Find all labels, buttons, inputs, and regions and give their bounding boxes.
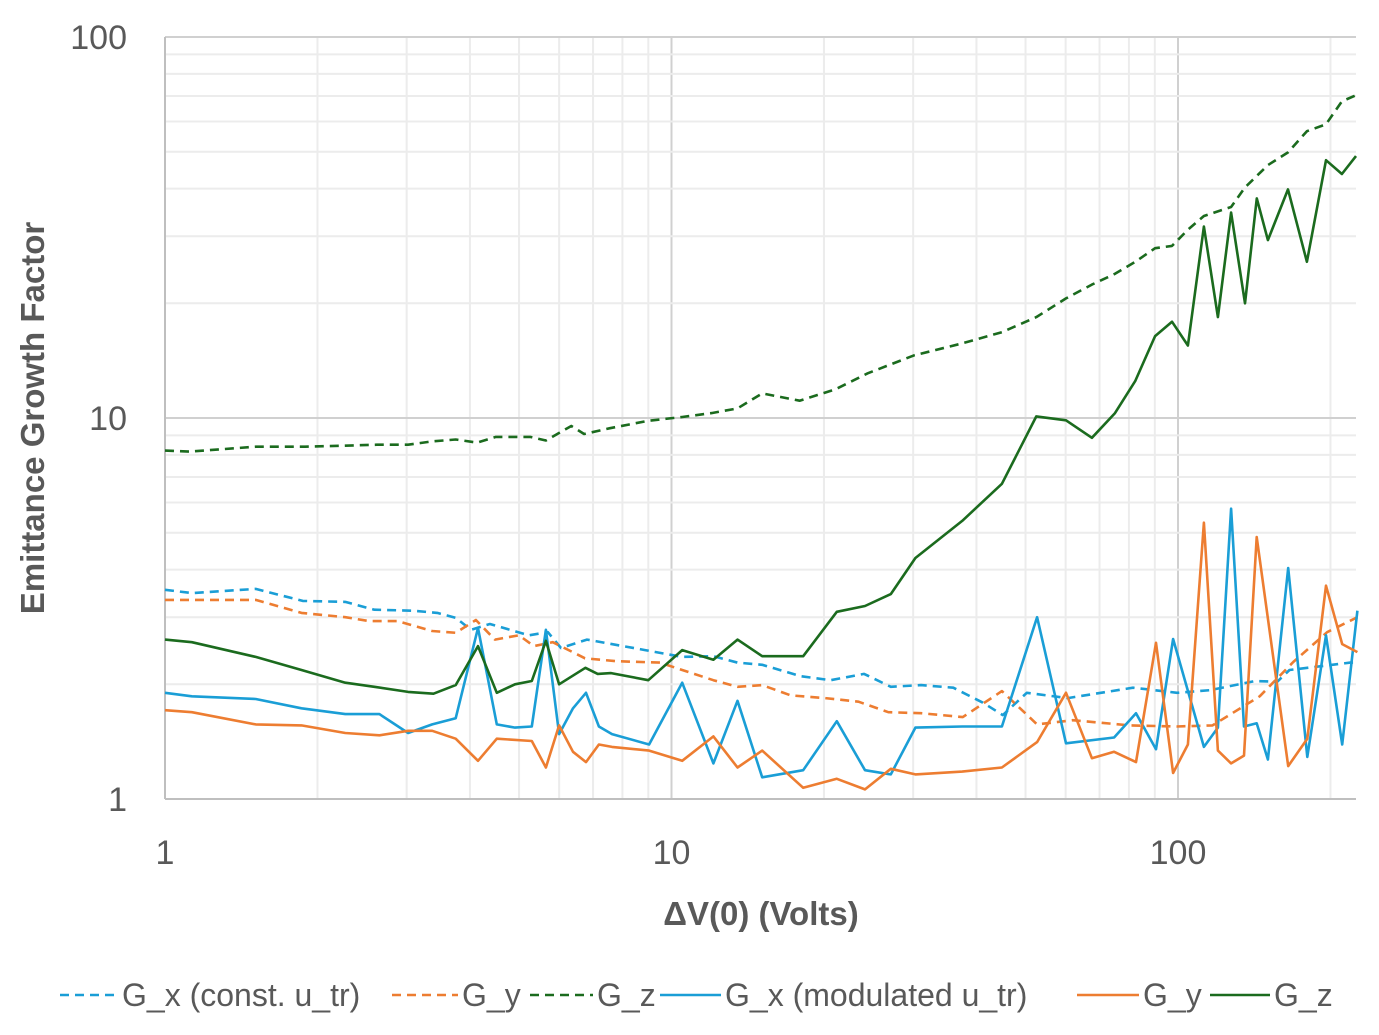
legend-item[interactable]: G_y — [1077, 977, 1202, 1013]
axes — [164, 37, 1356, 800]
legend-label: G_z — [1274, 977, 1333, 1013]
legend-label: G_y — [1143, 977, 1202, 1013]
y-tick-label: 1 — [108, 781, 127, 819]
legend-item[interactable]: G_z — [1210, 977, 1333, 1013]
x-tick-label: 1 — [156, 834, 175, 872]
y-axis-title: Emittance Growth Factor — [14, 222, 51, 615]
series-line-5 — [164, 155, 1358, 695]
x-tick-label: 10 — [653, 834, 691, 872]
legend-label: G_x (const. u_tr) — [122, 977, 360, 1013]
series-line-2 — [164, 94, 1357, 453]
legend-label: G_x (modulated u_tr) — [725, 977, 1027, 1013]
y-tick-label: 10 — [89, 400, 127, 438]
legend-item[interactable]: G_y — [392, 977, 521, 1013]
gridlines — [164, 36, 1356, 800]
tick-labels: 1 10 100 1 10 100 — [70, 19, 1206, 872]
legend: G_x (const. u_tr) G_y G_z G_x (modulated u_… — [60, 977, 1333, 1013]
legend-item[interactable]: G_x (const. u_tr) — [60, 977, 360, 1013]
legend-label: G_z — [597, 977, 656, 1013]
series-line-3 — [164, 507, 1359, 779]
legend-label: G_y — [462, 977, 521, 1013]
series-lines — [164, 94, 1359, 791]
series-line-4 — [164, 521, 1359, 791]
legend-item[interactable]: G_x (modulated u_tr) — [660, 977, 1027, 1013]
y-tick-label: 100 — [70, 19, 127, 57]
legend-item[interactable]: G_z — [530, 977, 656, 1013]
series-line-0 — [164, 587, 1358, 717]
x-axis-title: ΔV(0) (Volts) — [663, 895, 858, 932]
x-tick-label: 100 — [1150, 834, 1207, 872]
series-line-1 — [165, 598, 1358, 728]
